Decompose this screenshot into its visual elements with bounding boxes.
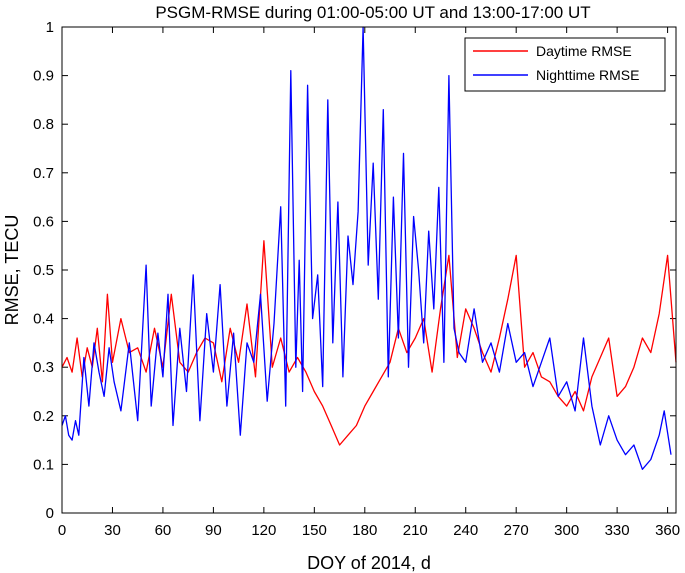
y-tick-label: 1 — [46, 19, 54, 36]
y-tick-label: 0.9 — [33, 68, 54, 85]
x-tick-label: 30 — [104, 522, 121, 539]
plot-area — [62, 27, 676, 513]
legend: Daytime RMSE Nighttime RMSE — [464, 37, 666, 92]
plot-frame — [61, 26, 677, 514]
x-tick-label: 330 — [605, 522, 630, 539]
x-tick-label: 150 — [302, 522, 327, 539]
x-tick-label: 180 — [352, 522, 377, 539]
y-tick-label: 0 — [46, 505, 54, 522]
x-tick-label: 270 — [504, 522, 529, 539]
x-tick-label: 0 — [58, 522, 66, 539]
series-layer — [61, 26, 677, 470]
x-axis-label: DOY of 2014, d — [307, 553, 431, 573]
x-tick-label: 90 — [205, 522, 222, 539]
y-tick-label: 0.6 — [33, 213, 54, 230]
series-line-daytime — [61, 240, 677, 446]
y-axis: 0 0.1 0.2 0.3 0.4 0.5 0.6 0.7 0.8 0.9 1 — [33, 19, 676, 522]
legend-label-daytime: Daytime RMSE — [536, 43, 632, 59]
x-tick-label: 240 — [453, 522, 478, 539]
y-tick-label: 0.1 — [33, 456, 54, 473]
x-tick-label: 120 — [251, 522, 276, 539]
x-axis: 0 30 60 90 120 150 180 210 240 270 300 330 360 — [58, 27, 680, 539]
y-axis-label: RMSE, TECU — [2, 215, 22, 326]
y-tick-label: 0.2 — [33, 408, 54, 425]
y-tick-label: 0.4 — [33, 311, 54, 328]
y-tick-label: 0.3 — [33, 359, 54, 376]
legend-box — [464, 37, 666, 92]
y-tick-label: 0.8 — [33, 116, 54, 133]
x-tick-label: 210 — [403, 522, 428, 539]
x-tick-label: 360 — [655, 522, 680, 539]
y-tick-label: 0.7 — [33, 165, 54, 182]
chart-title: PSGM-RMSE during 01:00-05:00 UT and 13:0… — [155, 3, 590, 22]
x-tick-label: 300 — [554, 522, 579, 539]
legend-label-nighttime: Nighttime RMSE — [536, 67, 639, 83]
series-line-nighttime — [61, 26, 672, 470]
x-tick-label: 60 — [155, 522, 172, 539]
y-tick-label: 0.5 — [33, 262, 54, 279]
